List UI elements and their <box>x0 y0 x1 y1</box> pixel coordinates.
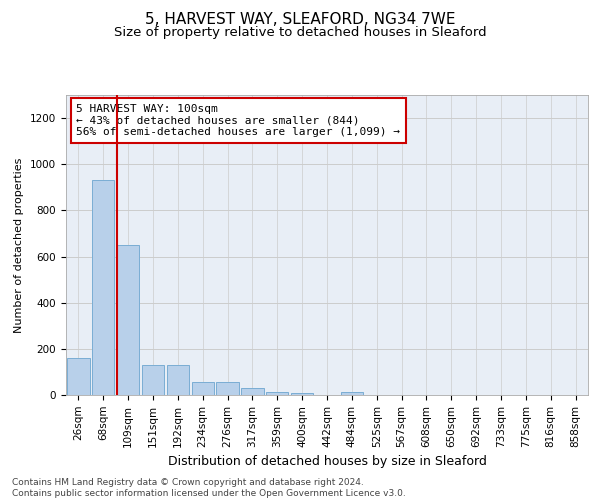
Bar <box>67 358 89 395</box>
Text: Contains HM Land Registry data © Crown copyright and database right 2024.
Contai: Contains HM Land Registry data © Crown c… <box>12 478 406 498</box>
X-axis label: Distribution of detached houses by size in Sleaford: Distribution of detached houses by size … <box>167 455 487 468</box>
Bar <box>217 382 239 395</box>
Bar <box>241 388 263 395</box>
Bar <box>266 392 289 395</box>
Bar <box>117 245 139 395</box>
Bar <box>92 180 115 395</box>
Bar <box>291 392 313 395</box>
Text: 5, HARVEST WAY, SLEAFORD, NG34 7WE: 5, HARVEST WAY, SLEAFORD, NG34 7WE <box>145 12 455 28</box>
Y-axis label: Number of detached properties: Number of detached properties <box>14 158 25 332</box>
Bar <box>142 365 164 395</box>
Text: 5 HARVEST WAY: 100sqm
← 43% of detached houses are smaller (844)
56% of semi-det: 5 HARVEST WAY: 100sqm ← 43% of detached … <box>76 104 400 137</box>
Bar <box>191 382 214 395</box>
Text: Size of property relative to detached houses in Sleaford: Size of property relative to detached ho… <box>113 26 487 39</box>
Bar <box>341 392 363 395</box>
Bar <box>167 365 189 395</box>
